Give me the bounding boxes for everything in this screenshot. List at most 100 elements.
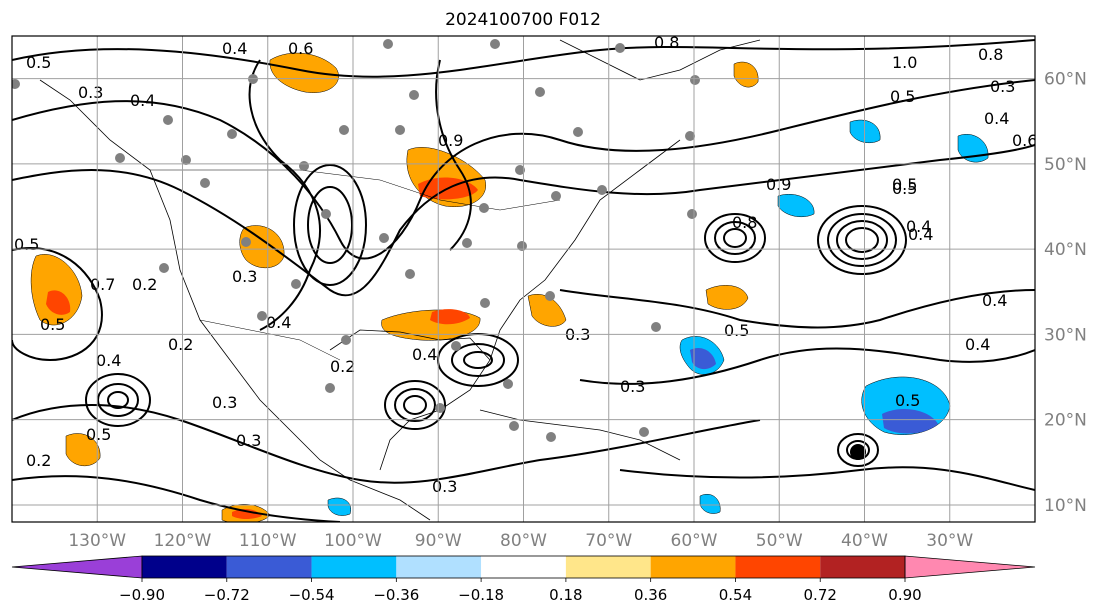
colorbar-tick-label: 0.90	[888, 586, 921, 604]
contour-ring	[384, 380, 446, 430]
contour-label: 0.2	[132, 275, 157, 294]
contour-label: 0.2	[26, 451, 51, 470]
contour-ring	[723, 228, 747, 248]
lon-tick-label: 90°W	[415, 531, 462, 551]
red-field-gulf	[430, 309, 470, 325]
contour-label: 0.5	[14, 235, 39, 254]
contour-label: 0.8	[732, 213, 757, 232]
contour-labels: 0.4 0.6 0.5 0.3 0.4 0.5 0.7 0.2 0.4 0.5 …	[14, 36, 1035, 496]
colorbar-segment	[481, 556, 566, 578]
colorbar-tick-label: −0.72	[204, 586, 250, 604]
contour-ring	[837, 433, 879, 467]
contour-line	[619, 466, 1035, 491]
colorbar-segment	[820, 556, 905, 578]
cyclone-west-atlantic	[704, 213, 766, 263]
colorbar-tick-labels: −0.90 −0.72 −0.54 −0.36 −0.18 0.18 0.36 0.54 0.7…	[119, 578, 922, 604]
low-west-coast	[293, 164, 367, 286]
station-dot	[159, 263, 169, 273]
station-dot	[200, 178, 210, 188]
lat-lon-gridlines	[12, 36, 1035, 522]
contour-label: 0.6	[288, 39, 313, 58]
contour-line	[435, 59, 472, 251]
contour-label: 0.4	[906, 217, 931, 236]
colorbar-segment	[565, 556, 651, 578]
contour-ring	[836, 220, 888, 260]
station-dot	[685, 131, 695, 141]
lon-tick-label: 70°W	[585, 531, 632, 551]
station-dot	[545, 291, 555, 301]
contour-ring	[307, 186, 353, 264]
contour-label: 0.5	[724, 321, 749, 340]
contour-ring	[704, 213, 766, 263]
station-dot	[615, 43, 625, 53]
contour-label: 0.5	[26, 53, 51, 72]
contour-line	[12, 144, 1035, 297]
station-dot	[535, 87, 545, 97]
contour-label: 0.3	[236, 431, 261, 450]
contour-label: 0.9	[438, 131, 463, 150]
station-dot	[257, 311, 267, 321]
colorbar-tick-label: −0.36	[373, 586, 419, 604]
contour-label: 0.4	[222, 39, 247, 58]
contour-label: 0.3	[432, 477, 457, 496]
contour-line	[248, 59, 321, 331]
contour-ring	[97, 383, 139, 417]
colorbar-segment	[226, 556, 312, 578]
station-dot	[325, 383, 335, 393]
station-dot	[517, 241, 527, 251]
contour-label: 0.4	[965, 335, 990, 354]
lon-tick-label: 100°W	[324, 531, 382, 551]
station-dot	[409, 90, 419, 100]
colorbar-extend-high	[904, 555, 1036, 579]
station-dot	[639, 427, 649, 437]
lon-tick-label: 60°W	[671, 531, 718, 551]
colorbar-segment	[396, 556, 482, 578]
contour-ring	[451, 343, 505, 377]
contour-label: 0.4	[130, 91, 155, 110]
lat-tick-label: 30°N	[1044, 325, 1087, 345]
longitude-tick-labels: 130°W 120°W 110°W 100°W 90°W 80°W 70°W 60°W 50°W…	[68, 531, 973, 551]
contour-label: 0.2	[330, 357, 355, 376]
station-dot	[509, 421, 519, 431]
station-dot	[341, 335, 351, 345]
contour-label: 0.4	[908, 225, 933, 244]
station-dot	[379, 233, 389, 243]
contour-line	[559, 289, 1035, 329]
lat-tick-label: 50°N	[1044, 155, 1087, 175]
orange-field-atlantic	[705, 285, 749, 310]
station-dot	[321, 209, 331, 219]
colorbar-segment	[311, 556, 397, 578]
station-dot	[241, 237, 251, 247]
station-dot	[291, 279, 301, 289]
contour-ring	[107, 391, 129, 409]
latitude-tick-labels: 60°N 50°N 40°N 30°N 20°N 10°N	[1044, 70, 1087, 516]
colorbar-extend-low	[11, 555, 143, 579]
station-dot	[451, 341, 461, 351]
station-dot	[115, 153, 125, 163]
contour-label: 0.3	[990, 77, 1015, 96]
station-dot	[181, 155, 191, 165]
lat-tick-label: 40°N	[1044, 240, 1087, 260]
contour-label: 0.3	[232, 267, 257, 286]
contour-label: 0.9	[766, 175, 791, 194]
station-dot	[687, 209, 697, 219]
contour-label: 0.3	[212, 393, 237, 412]
colorbar-tick-label: −0.90	[119, 586, 165, 604]
border-us-canada	[150, 169, 561, 211]
lon-tick-label: 40°W	[841, 531, 888, 551]
colorbar-tick-label: −0.18	[458, 586, 504, 604]
station-dot	[227, 129, 237, 139]
colorbar	[11, 555, 1036, 579]
map-area: 0.4 0.6 0.5 0.3 0.4 0.5 0.7 0.2 0.4 0.5 …	[12, 36, 1035, 522]
station-dot	[503, 379, 513, 389]
station-dot	[435, 403, 445, 413]
blue-field-pacific-south	[327, 497, 352, 516]
contour-label: 0.5	[895, 391, 920, 410]
coast-gulf	[329, 329, 491, 361]
contour-ring	[85, 373, 151, 427]
lat-tick-label: 20°N	[1044, 411, 1087, 431]
map-frame	[11, 35, 1036, 523]
blue-field-mid-atlantic	[777, 194, 815, 217]
contour-label: 0.5	[40, 315, 65, 334]
